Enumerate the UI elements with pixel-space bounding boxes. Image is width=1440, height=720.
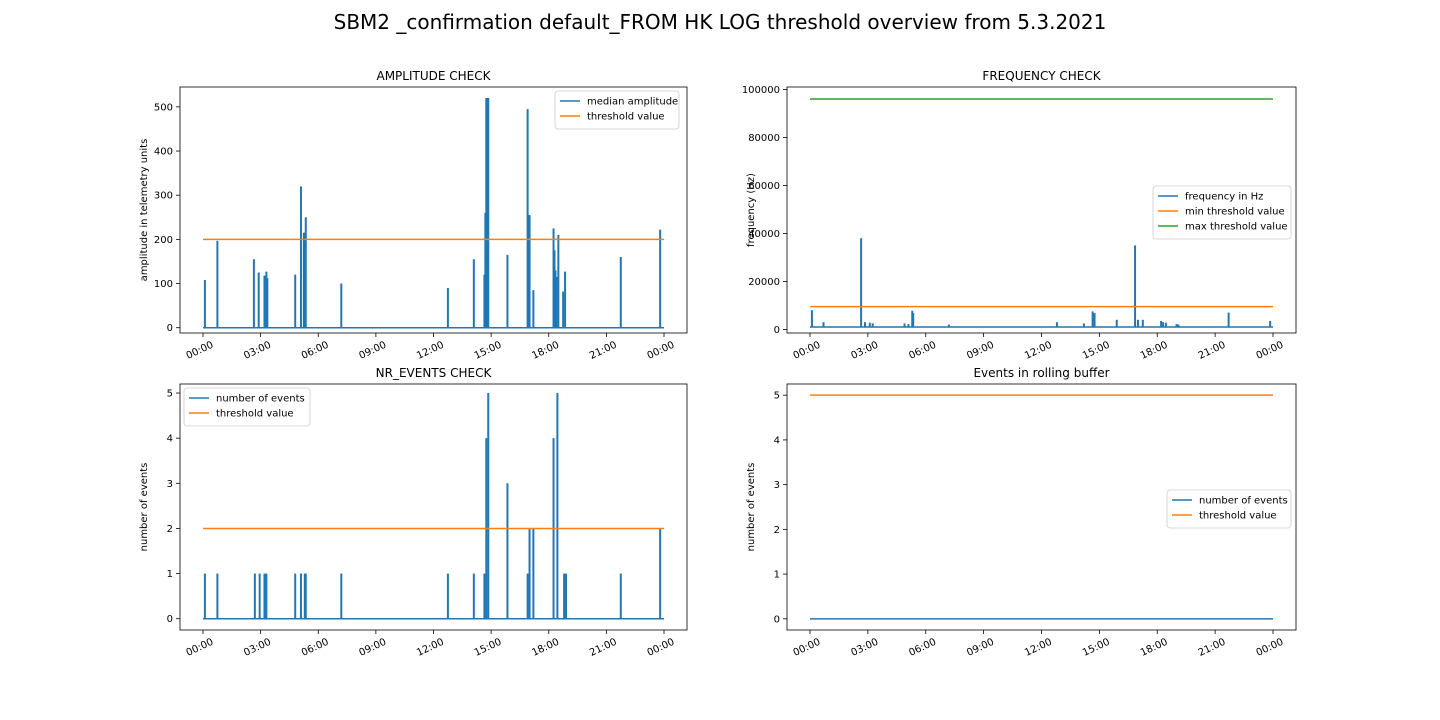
figure-title: SBM2 _confirmation default_FROM HK LOG t… bbox=[333, 10, 1107, 34]
y-tick-label: 1 bbox=[167, 569, 173, 580]
y-tick-label: 80000 bbox=[748, 133, 780, 144]
legend-entry: min threshold value bbox=[1185, 207, 1285, 218]
chart-title: AMPLITUDE CHECK bbox=[376, 69, 491, 83]
y-tick-label: 0 bbox=[774, 325, 780, 336]
y-tick-label: 2 bbox=[167, 524, 173, 535]
y-axis-label: amplitude in telemetry units bbox=[139, 139, 150, 282]
legend-entry: threshold value bbox=[587, 112, 665, 123]
legend-entry: threshold value bbox=[216, 409, 294, 420]
legend-entry: threshold value bbox=[1199, 511, 1277, 522]
y-tick-label: 200 bbox=[154, 235, 173, 246]
y-tick-label: 3 bbox=[167, 479, 173, 490]
y-tick-label: 0 bbox=[774, 614, 780, 625]
plot-frame bbox=[179, 383, 688, 631]
legend-box bbox=[1152, 185, 1292, 240]
y-tick-label: 1 bbox=[774, 570, 780, 581]
x-tick-label: 00:00 bbox=[1255, 637, 1286, 659]
y-tick-label: 3 bbox=[774, 480, 780, 491]
plot-frame bbox=[786, 383, 1297, 631]
y-tick-label: 4 bbox=[774, 435, 780, 446]
x-tick-label: 12:00 bbox=[1023, 637, 1054, 659]
y-axis-label: number of events bbox=[139, 463, 150, 552]
y-tick-label: 0 bbox=[167, 614, 173, 625]
x-tick-label: 09:00 bbox=[965, 637, 996, 659]
legend-entry: number of events bbox=[216, 394, 305, 405]
legend-box bbox=[183, 387, 311, 427]
x-tick-label: 15:00 bbox=[1081, 637, 1112, 659]
chart-title: Events in rolling buffer bbox=[973, 366, 1109, 380]
x-tick-label: 21:00 bbox=[1197, 637, 1228, 659]
chart-title: NR_EVENTS CHECK bbox=[376, 366, 493, 380]
x-tick-label: 03:00 bbox=[849, 637, 880, 659]
y-tick-label: 100000 bbox=[742, 85, 780, 96]
y-tick-label: 5 bbox=[774, 391, 780, 402]
y-tick-label: 400 bbox=[154, 147, 173, 158]
y-tick-label: 20000 bbox=[748, 277, 780, 288]
legend-box bbox=[1166, 489, 1292, 529]
legend-entry: frequency in Hz bbox=[1185, 192, 1263, 203]
y-tick-label: 60000 bbox=[748, 181, 780, 192]
y-tick-label: 2 bbox=[774, 525, 780, 536]
y-tick-label: 5 bbox=[167, 389, 173, 400]
legend-box bbox=[554, 90, 680, 130]
y-tick-label: 500 bbox=[154, 102, 173, 113]
y-tick-label: 0 bbox=[167, 323, 173, 334]
y-tick-label: 4 bbox=[167, 434, 173, 445]
legend-entry: median amplitude bbox=[587, 97, 678, 108]
y-tick-label: 40000 bbox=[748, 229, 780, 240]
x-tick-label: 18:00 bbox=[1139, 637, 1170, 659]
legend-entry: max threshold value bbox=[1185, 222, 1288, 233]
y-tick-label: 100 bbox=[154, 279, 173, 290]
plot-frame bbox=[179, 86, 688, 334]
legend-entry: number of events bbox=[1199, 496, 1288, 507]
y-axis-label: number of events bbox=[746, 463, 757, 552]
x-tick-label: 06:00 bbox=[907, 637, 938, 659]
plot-frame bbox=[786, 86, 1297, 334]
x-tick-label: 00:00 bbox=[792, 637, 823, 659]
y-tick-label: 300 bbox=[154, 191, 173, 202]
y-axis-label: frequency (Hz) bbox=[746, 173, 757, 247]
chart-title: FREQUENCY CHECK bbox=[982, 69, 1101, 83]
